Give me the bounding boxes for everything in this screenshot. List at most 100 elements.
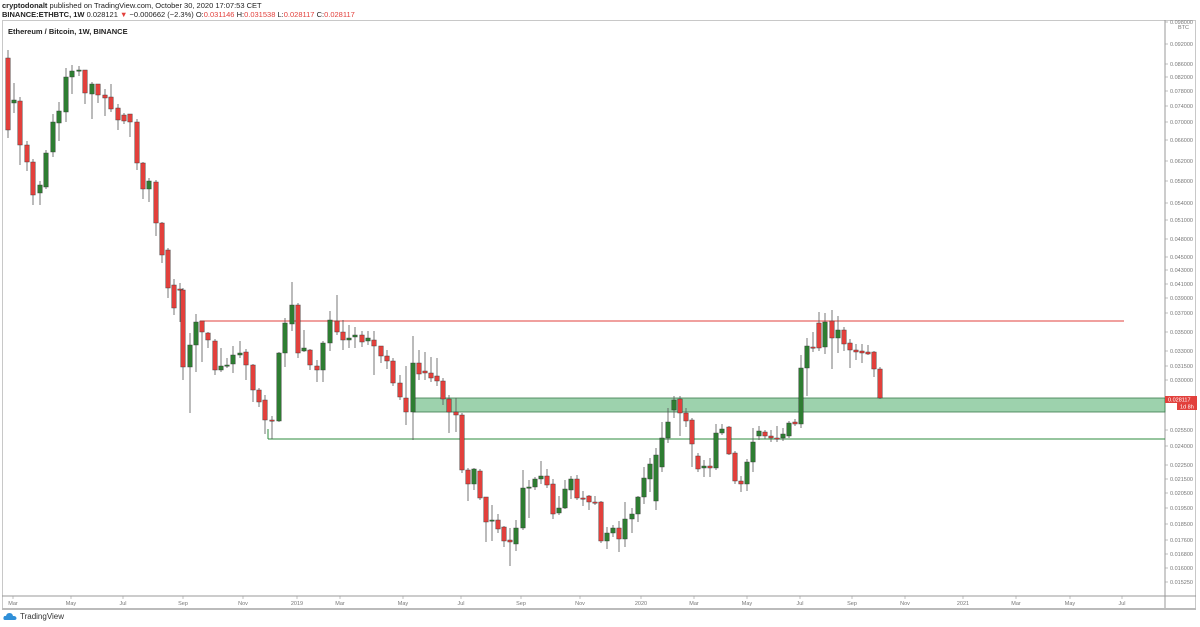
close-label: C: — [316, 10, 325, 19]
last-price-value: 0.028117 — [1168, 398, 1191, 404]
candle-body — [495, 519, 501, 530]
candle-body — [384, 355, 390, 362]
candle-body — [440, 380, 446, 400]
brand: TradingView — [20, 612, 65, 621]
candle-body — [416, 362, 422, 375]
candle-body — [301, 347, 307, 352]
candle-body — [410, 362, 416, 413]
candle-body — [738, 480, 744, 485]
candle-body — [719, 428, 725, 434]
candle-body — [237, 352, 243, 356]
candle-body — [243, 351, 249, 366]
y-tick-label: 0.092000 — [1170, 42, 1193, 48]
candle-body — [352, 334, 358, 338]
y-tick-label: 0.062000 — [1170, 159, 1193, 165]
x-tick-label: 2019 — [291, 601, 303, 607]
candle-body — [422, 370, 428, 374]
candle-body — [732, 452, 738, 482]
change: −0.000662 (−2.3%) — [129, 10, 194, 19]
candle-body — [334, 320, 340, 333]
candle-body — [82, 69, 88, 94]
candle-body — [853, 349, 859, 353]
countdown-value: 1d 8h — [1180, 405, 1194, 411]
candle-body — [829, 320, 835, 339]
candle-body — [871, 351, 877, 370]
candle-body — [115, 107, 121, 121]
candle-body — [610, 527, 616, 534]
last-price: 0.028121 — [86, 10, 118, 19]
candle-body — [212, 340, 218, 371]
y-tick-label: 0.021500 — [1170, 477, 1193, 483]
candle-body — [744, 461, 750, 485]
y-tick-label: 0.078000 — [1170, 89, 1193, 95]
candle-body — [574, 478, 580, 499]
candle-body — [282, 322, 288, 354]
candle-body — [5, 57, 11, 131]
x-tick-label: Mar — [1011, 601, 1021, 607]
candle-body — [532, 478, 538, 488]
x-tick-label: 2020 — [635, 601, 647, 607]
bottom-bar — [2, 608, 1196, 610]
candle-body — [647, 463, 653, 480]
candle-body — [256, 389, 262, 403]
candle-body — [592, 501, 598, 504]
x-tick-label: Sep — [178, 601, 188, 607]
candle-body — [750, 441, 756, 463]
y-tick-label: 0.015250 — [1170, 580, 1193, 586]
candle-body — [108, 96, 114, 110]
candle-body — [127, 113, 133, 123]
candle-body — [501, 526, 507, 542]
y-tick-label: 0.086000 — [1170, 62, 1193, 68]
x-tick-label: Jul — [119, 601, 126, 607]
candle-body — [841, 329, 847, 345]
candle-body — [798, 367, 804, 425]
candle-body — [526, 486, 532, 489]
candle-body — [89, 83, 95, 95]
candle-body — [707, 465, 713, 469]
candle-body — [159, 222, 165, 256]
candle-body — [550, 483, 556, 515]
candle-body — [786, 422, 792, 437]
y-tick-label: 0.033000 — [1170, 349, 1193, 355]
candle-body — [780, 433, 786, 439]
x-tick-label: Nov — [238, 601, 248, 607]
y-tick-label: 0.030000 — [1170, 378, 1193, 384]
x-tick-label: Nov — [900, 601, 910, 607]
candle-body — [134, 121, 140, 164]
candle-body — [56, 110, 62, 124]
x-tick-label: Sep — [847, 601, 857, 607]
candle-body — [538, 475, 544, 480]
candle-body — [276, 352, 282, 422]
publish-info: cryptodonalt published on TradingView.co… — [2, 1, 262, 10]
y-tick-label: 0.022500 — [1170, 463, 1193, 469]
close-value: 0.028117 — [324, 10, 355, 19]
candle-body — [629, 513, 635, 520]
y-tick-label: 0.045000 — [1170, 255, 1193, 261]
candle-body — [224, 364, 230, 367]
x-tick-label: May — [1065, 601, 1076, 607]
candle-body — [359, 334, 365, 343]
candle-body — [140, 162, 146, 190]
candle-body — [701, 465, 707, 469]
candle-body — [199, 320, 205, 333]
candle-body — [822, 321, 828, 348]
symbol: BINANCE:ETHBTC, 1W — [2, 10, 85, 19]
candle-body — [434, 375, 440, 382]
candle-body — [489, 519, 495, 522]
candle-body — [622, 518, 628, 540]
low-value: 0.028117 — [283, 10, 315, 19]
candle-body — [230, 354, 236, 365]
candle-body — [177, 288, 183, 291]
y-tick-label: 0.082000 — [1170, 75, 1193, 81]
x-tick-label: Mar — [689, 601, 699, 607]
candle-body — [320, 342, 326, 371]
candle-body — [50, 121, 56, 153]
high-label: H: — [236, 10, 245, 19]
x-tick-label: Jul — [796, 601, 803, 607]
candle-body — [859, 350, 865, 354]
candle-body — [689, 419, 695, 445]
candle-body — [180, 289, 186, 368]
candle-body — [810, 346, 816, 349]
y-tick-label: 0.070000 — [1170, 120, 1193, 126]
